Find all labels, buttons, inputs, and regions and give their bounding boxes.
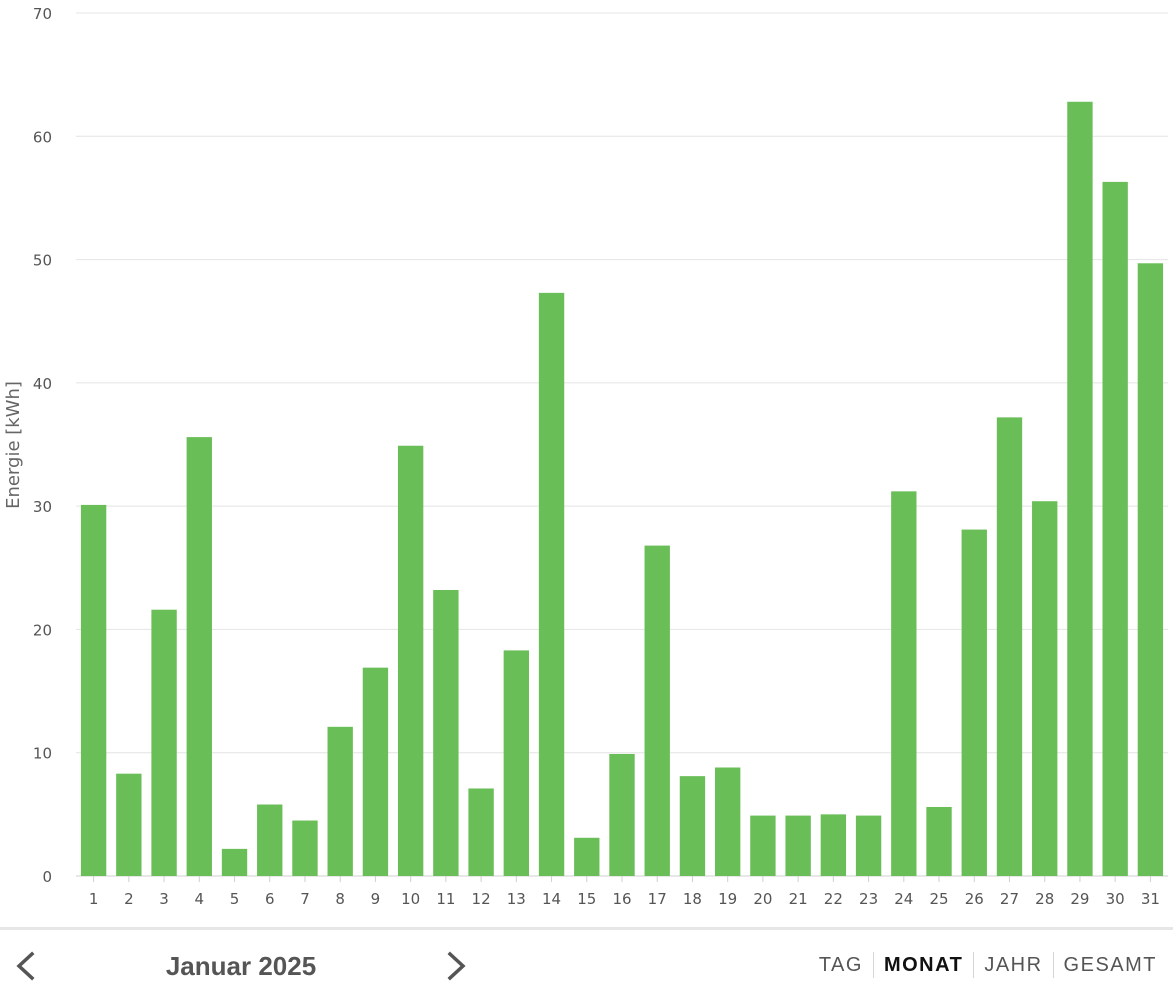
bar-day-19 (714, 767, 741, 876)
x-tick-label: 8 (335, 890, 345, 908)
bar-day-10 (397, 445, 424, 876)
period-footer: Januar 2025 TAG MONAT JAHR GESAMT (0, 930, 1173, 996)
bar-day-1 (80, 504, 107, 876)
x-tick-label: 23 (859, 890, 878, 908)
y-tick-label: 60 (33, 128, 52, 146)
bar-day-7 (292, 820, 318, 876)
x-tick-label: 6 (265, 890, 275, 908)
bar-day-13 (503, 650, 530, 876)
y-tick-label: 70 (33, 5, 52, 23)
x-tick-label: 11 (436, 890, 455, 908)
bar-day-3 (151, 609, 177, 876)
tab-separator (1052, 952, 1054, 978)
footer-divider (0, 927, 1173, 930)
bar-day-17 (644, 545, 670, 876)
bar-day-4 (186, 437, 212, 876)
chevron-right-icon (447, 951, 466, 981)
bar-day-5 (221, 848, 248, 876)
x-tick-label: 12 (472, 890, 491, 908)
y-axis-ticks: 0 10 20 30 40 50 60 70 (33, 5, 52, 886)
x-tick-label: 26 (965, 890, 984, 908)
y-tick-label: 20 (33, 621, 52, 639)
bar-day-29 (1067, 101, 1093, 876)
x-tick-label: 17 (648, 890, 667, 908)
period-label: Januar 2025 (165, 951, 317, 981)
x-axis-ticks: 1 2 3 4 5 6 7 8 9 10 11 12 13 14 15 16 17 18 19 20 21 22 23 24 2… (89, 876, 1160, 908)
y-tick-label: 50 (33, 252, 52, 270)
chart-grid (76, 12, 1168, 877)
tab-tag[interactable]: TAG (818, 953, 863, 976)
x-tick-label: 29 (1070, 890, 1089, 908)
chart-bars (80, 101, 1164, 876)
bar-day-26 (961, 529, 987, 876)
bar-day-20 (750, 815, 776, 876)
x-tick-label: 14 (542, 890, 561, 908)
x-tick-label: 30 (1106, 890, 1125, 908)
bar-day-11 (433, 589, 459, 876)
x-tick-label: 27 (1000, 890, 1019, 908)
bar-day-23 (855, 815, 882, 876)
x-tick-label: 18 (683, 890, 702, 908)
bar-day-22 (820, 814, 847, 876)
x-tick-label: 19 (718, 890, 737, 908)
x-tick-label: 28 (1035, 890, 1054, 908)
bar-day-28 (1032, 501, 1058, 876)
tab-separator (872, 952, 874, 978)
x-tick-label: 15 (577, 890, 596, 908)
bar-day-24 (891, 491, 917, 876)
bar-day-14 (538, 292, 565, 876)
x-tick-label: 1 (89, 890, 99, 908)
x-tick-label: 13 (507, 890, 526, 908)
x-tick-label: 22 (824, 890, 843, 908)
tab-jahr[interactable]: JAHR (984, 953, 1043, 976)
bar-day-16 (609, 753, 635, 876)
x-tick-label: 9 (371, 890, 381, 908)
x-tick-label: 24 (894, 890, 913, 908)
bar-day-8 (327, 726, 353, 876)
x-tick-label: 5 (230, 890, 240, 908)
bar-day-30 (1102, 181, 1128, 876)
x-tick-label: 16 (612, 890, 631, 908)
bar-day-31 (1137, 263, 1164, 876)
bar-day-6 (257, 804, 283, 876)
tab-gesamt[interactable]: GESAMT (1063, 953, 1157, 976)
x-tick-label: 4 (195, 890, 205, 908)
bar-day-18 (679, 776, 706, 876)
y-axis-label: Energie [kWh] (3, 381, 24, 509)
period-tabs: TAG MONAT JAHR GESAMT (809, 952, 1167, 978)
y-tick-label: 30 (33, 498, 52, 516)
next-period-button[interactable] (442, 948, 472, 984)
previous-period-button[interactable] (10, 948, 40, 984)
x-tick-label: 3 (159, 890, 169, 908)
bar-day-15 (574, 837, 600, 876)
x-tick-label: 20 (753, 890, 772, 908)
x-tick-label: 31 (1141, 890, 1160, 908)
bar-day-21 (785, 815, 811, 876)
bar-day-9 (362, 667, 389, 876)
bar-day-27 (996, 417, 1023, 876)
bar-day-25 (926, 806, 952, 876)
y-tick-label: 0 (42, 868, 52, 886)
y-tick-label: 10 (33, 745, 52, 763)
bar-day-12 (468, 788, 494, 876)
tab-separator (973, 952, 975, 978)
x-tick-label: 10 (401, 890, 420, 908)
chevron-left-icon (16, 951, 35, 981)
bar-day-2 (116, 773, 142, 876)
y-tick-label: 40 (33, 375, 52, 393)
x-tick-label: 21 (789, 890, 808, 908)
tab-monat[interactable]: MONAT (883, 953, 964, 976)
x-tick-label: 2 (124, 890, 134, 908)
x-tick-label: 7 (300, 890, 310, 908)
x-tick-label: 25 (929, 890, 948, 908)
